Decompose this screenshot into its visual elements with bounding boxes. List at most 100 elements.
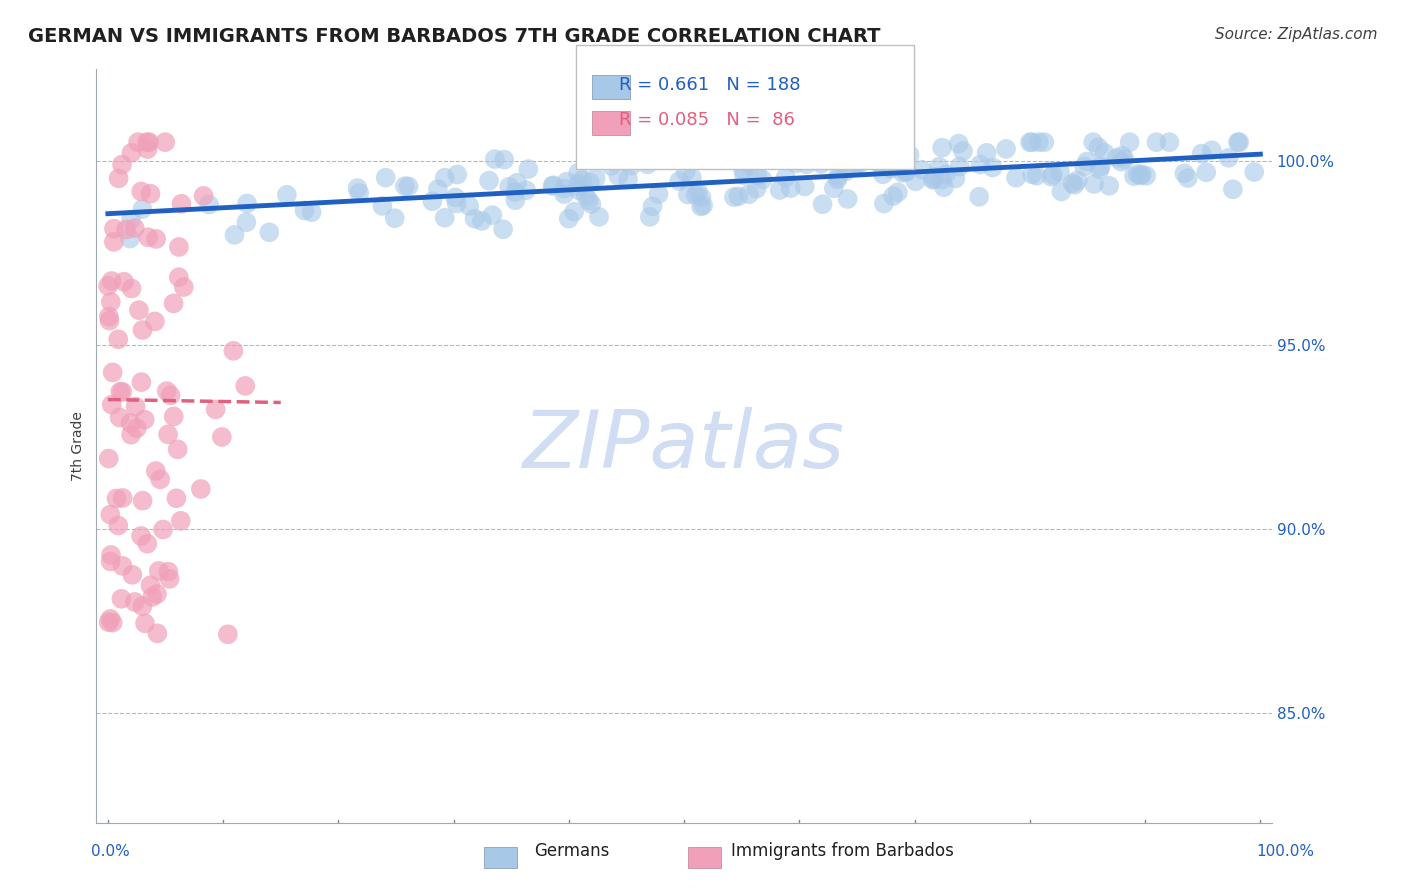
Point xyxy=(129,185,152,199)
Point xyxy=(553,187,575,202)
Point xyxy=(108,410,131,425)
Point xyxy=(730,135,752,149)
Point xyxy=(1067,173,1090,187)
Point xyxy=(872,167,894,181)
Text: GERMAN VS IMMIGRANTS FROM BARBADOS 7TH GRADE CORRELATION CHART: GERMAN VS IMMIGRANTS FROM BARBADOS 7TH G… xyxy=(28,27,880,45)
Point xyxy=(869,158,891,172)
Point xyxy=(148,564,170,578)
Point xyxy=(811,197,834,211)
Point xyxy=(139,578,162,592)
Point xyxy=(155,135,177,149)
Point xyxy=(446,196,468,211)
Point xyxy=(793,179,815,194)
Point xyxy=(935,167,957,181)
Point xyxy=(204,402,226,417)
Point xyxy=(647,187,669,202)
Point xyxy=(891,166,914,180)
Point xyxy=(600,159,623,173)
Point xyxy=(1105,151,1128,165)
Point xyxy=(127,135,149,149)
Point xyxy=(146,626,169,640)
Point xyxy=(725,153,748,167)
Point xyxy=(1118,135,1140,149)
Point xyxy=(1191,146,1213,161)
Point xyxy=(112,275,135,289)
Point xyxy=(751,172,773,186)
Point xyxy=(1201,144,1223,158)
Point xyxy=(346,181,368,195)
Point xyxy=(769,183,792,197)
Point xyxy=(607,169,630,183)
Point xyxy=(745,182,768,196)
Point xyxy=(1122,169,1144,183)
Point xyxy=(1090,159,1112,173)
Point xyxy=(398,179,420,194)
Point xyxy=(1088,162,1111,177)
Point xyxy=(879,161,901,176)
Point xyxy=(165,491,187,506)
Point xyxy=(100,554,122,568)
Point xyxy=(558,211,581,226)
Point xyxy=(374,170,396,185)
Point xyxy=(810,157,832,171)
Point xyxy=(921,172,943,186)
Point xyxy=(138,135,160,149)
Point xyxy=(233,379,256,393)
Point xyxy=(141,590,163,604)
Point xyxy=(124,595,146,609)
Point xyxy=(193,189,215,203)
Point xyxy=(384,211,406,226)
Point xyxy=(118,231,141,245)
Point xyxy=(235,215,257,229)
Point xyxy=(170,514,193,528)
Point xyxy=(727,189,749,203)
Point xyxy=(121,281,143,295)
Point xyxy=(779,181,801,195)
Point xyxy=(156,384,179,398)
Point xyxy=(567,177,589,191)
Point xyxy=(492,222,515,236)
Point xyxy=(969,157,991,171)
Point xyxy=(567,183,589,197)
Point xyxy=(136,230,159,244)
Y-axis label: 7th Grade: 7th Grade xyxy=(72,411,86,481)
Point xyxy=(371,199,394,213)
Point xyxy=(1042,168,1064,182)
Point xyxy=(827,169,849,183)
Point xyxy=(136,537,159,551)
Point xyxy=(1177,171,1199,186)
Point xyxy=(111,384,134,399)
Point xyxy=(139,186,162,201)
Text: 0.0%: 0.0% xyxy=(91,845,131,859)
Point xyxy=(222,343,245,358)
Point xyxy=(433,170,456,185)
Point xyxy=(967,190,990,204)
Text: R = 0.661   N = 188: R = 0.661 N = 188 xyxy=(619,76,800,94)
Point xyxy=(426,182,449,196)
Point xyxy=(911,162,934,177)
Text: Immigrants from Barbados: Immigrants from Barbados xyxy=(731,842,955,860)
Point xyxy=(347,186,370,200)
Point xyxy=(498,179,520,194)
Point xyxy=(1050,185,1073,199)
Point xyxy=(1083,177,1105,191)
Point xyxy=(163,409,186,424)
Point xyxy=(995,142,1018,156)
Point xyxy=(827,172,849,186)
Text: 100.0%: 100.0% xyxy=(1257,845,1315,859)
Point xyxy=(842,160,865,174)
Point xyxy=(686,185,709,199)
Point xyxy=(1062,176,1084,190)
Point xyxy=(783,136,806,150)
Point xyxy=(1049,165,1071,179)
Point xyxy=(1040,169,1063,184)
Point xyxy=(211,430,233,444)
Point xyxy=(1094,145,1116,160)
Point xyxy=(124,400,146,414)
Point xyxy=(97,278,120,293)
Point xyxy=(1227,135,1250,149)
Point xyxy=(121,145,143,160)
Point xyxy=(131,323,153,337)
Point xyxy=(578,194,600,208)
Point xyxy=(97,451,120,466)
